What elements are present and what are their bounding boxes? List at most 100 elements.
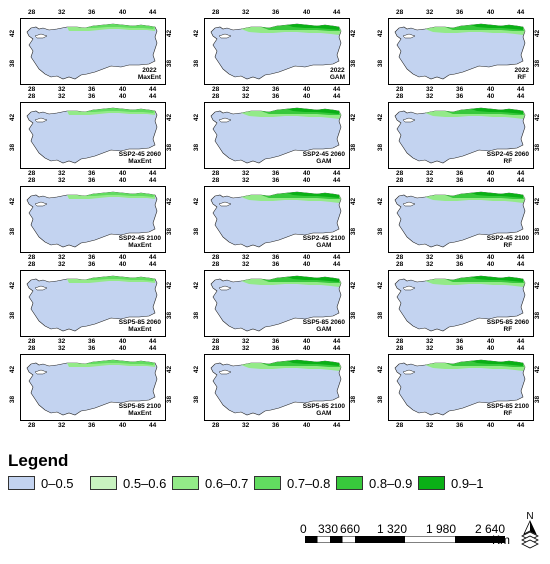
- suitability-zone: [471, 276, 523, 282]
- suitability-zone: [85, 360, 155, 365]
- lat-tick-label: 38: [166, 143, 174, 152]
- map-panel: 2022 MaxEnt: [20, 18, 166, 85]
- lon-tick-label: 40: [119, 261, 127, 268]
- lon-tick-label: 44: [517, 338, 525, 345]
- lon-tick-label: 28: [212, 9, 220, 16]
- lon-tick-label: 40: [487, 170, 495, 177]
- suitability-zone: [67, 108, 155, 115]
- marmara-sea: [34, 33, 48, 39]
- panel-scenario: SSP5-85 2060: [302, 319, 345, 326]
- lon-tick-label: 28: [28, 170, 36, 177]
- panel-model: RF: [517, 74, 527, 81]
- lat-tick-label: 42: [350, 281, 358, 290]
- panel-scenario: SSP2-45 2100: [118, 235, 161, 242]
- lon-tick-label: 28: [212, 86, 220, 93]
- lon-tick-label: 36: [272, 261, 280, 268]
- panel-model: GAM: [329, 74, 345, 81]
- lon-tick-label: 36: [272, 9, 280, 16]
- lon-tick-label: 36: [272, 422, 280, 429]
- lon-tick-label: 44: [517, 254, 525, 261]
- lat-tick-label: 38: [9, 227, 17, 236]
- lon-tick-label: 40: [303, 86, 311, 93]
- lat-tick-label: 38: [534, 395, 542, 404]
- lon-tick-label: 36: [456, 422, 464, 429]
- scale-tick-label: 0: [300, 522, 307, 536]
- lon-tick-label: 32: [426, 93, 434, 100]
- panel-model: RF: [503, 242, 513, 249]
- lon-tick-label: 40: [119, 170, 127, 177]
- lon-tick-label: 28: [396, 422, 404, 429]
- lon-tick-label: 40: [487, 93, 495, 100]
- map-panel: SSP2-45 2100 RF: [388, 186, 534, 253]
- lon-tick-label: 44: [149, 345, 157, 352]
- lon-tick-label: 32: [58, 254, 66, 261]
- lon-tick-label: 28: [28, 422, 36, 429]
- lon-tick-label: 28: [28, 345, 36, 352]
- north-label: N: [526, 511, 533, 522]
- lat-tick-label: 42: [193, 365, 201, 374]
- lon-tick-label: 40: [119, 177, 127, 184]
- lat-tick-label: 42: [193, 113, 201, 122]
- lon-tick-label: 32: [426, 86, 434, 93]
- turkey-map: [26, 23, 158, 80]
- panel-label: 2022 GAM: [330, 67, 345, 81]
- scale-tick-label: 660: [340, 522, 361, 536]
- lon-tick-label: 40: [119, 422, 127, 429]
- panel-model: MaxEnt: [128, 410, 152, 417]
- lat-tick-label: 38: [9, 143, 17, 152]
- lon-tick-label: 28: [28, 177, 36, 184]
- lat-tick-label: 42: [350, 29, 358, 38]
- lon-tick-label: 28: [28, 86, 36, 93]
- marmara-sea: [218, 33, 232, 39]
- lon-tick-label: 44: [149, 338, 157, 345]
- panel-model: GAM: [316, 158, 332, 165]
- lon-tick-label: 28: [212, 422, 220, 429]
- panel-scenario: 2022: [330, 67, 345, 74]
- lon-tick-label: 40: [119, 345, 127, 352]
- legend-label: 0.5–0.6: [123, 476, 167, 491]
- lon-tick-label: 28: [212, 177, 220, 184]
- lon-tick-label: 32: [242, 177, 250, 184]
- lat-tick-label: 42: [9, 281, 17, 290]
- lon-tick-label: 32: [58, 345, 66, 352]
- legend-swatch: [254, 476, 281, 490]
- lat-tick-label: 42: [350, 365, 358, 374]
- lat-tick-label: 38: [193, 59, 201, 68]
- lon-tick-label: 36: [456, 338, 464, 345]
- panel-model: MaxEnt: [128, 326, 152, 333]
- turkey-map: [26, 275, 158, 332]
- lat-tick-label: 42: [9, 197, 17, 206]
- map-panel: 2022 GAM: [204, 18, 350, 85]
- lon-tick-label: 44: [333, 261, 341, 268]
- map-panel: SSP5-85 2100 GAM: [204, 354, 350, 421]
- lon-tick-label: 36: [272, 177, 280, 184]
- lon-tick-label: 32: [58, 93, 66, 100]
- legend-label: 0.6–0.7: [205, 476, 249, 491]
- legend-label: 0.7–0.8: [287, 476, 331, 491]
- map-panel: SSP5-85 2060 GAM: [204, 270, 350, 337]
- lat-tick-label: 42: [166, 197, 174, 206]
- marmara-sea: [402, 201, 416, 207]
- lon-tick-label: 36: [88, 422, 96, 429]
- lat-tick-label: 38: [377, 311, 385, 320]
- lon-tick-label: 36: [456, 170, 464, 177]
- lon-tick-label: 32: [426, 338, 434, 345]
- legend-swatch: [172, 476, 199, 490]
- lon-tick-label: 44: [149, 254, 157, 261]
- marmara-sea: [34, 369, 48, 375]
- lat-tick-label: 42: [350, 197, 358, 206]
- lon-tick-label: 44: [333, 345, 341, 352]
- panel-label: SSP5-85 2060 RF: [487, 319, 529, 333]
- panel-scenario: 2022: [514, 67, 529, 74]
- panel-scenario: SSP5-85 2060: [118, 319, 161, 326]
- lon-tick-label: 36: [456, 9, 464, 16]
- turkey-map: [26, 191, 158, 248]
- lon-tick-label: 44: [149, 261, 157, 268]
- lon-tick-label: 28: [396, 177, 404, 184]
- lat-tick-label: 42: [350, 113, 358, 122]
- lon-tick-label: 40: [487, 345, 495, 352]
- map-panel: SSP2-45 2060 MaxEnt: [20, 102, 166, 169]
- turkey-map: [394, 275, 526, 332]
- lon-tick-label: 28: [28, 93, 36, 100]
- lon-tick-label: 36: [272, 170, 280, 177]
